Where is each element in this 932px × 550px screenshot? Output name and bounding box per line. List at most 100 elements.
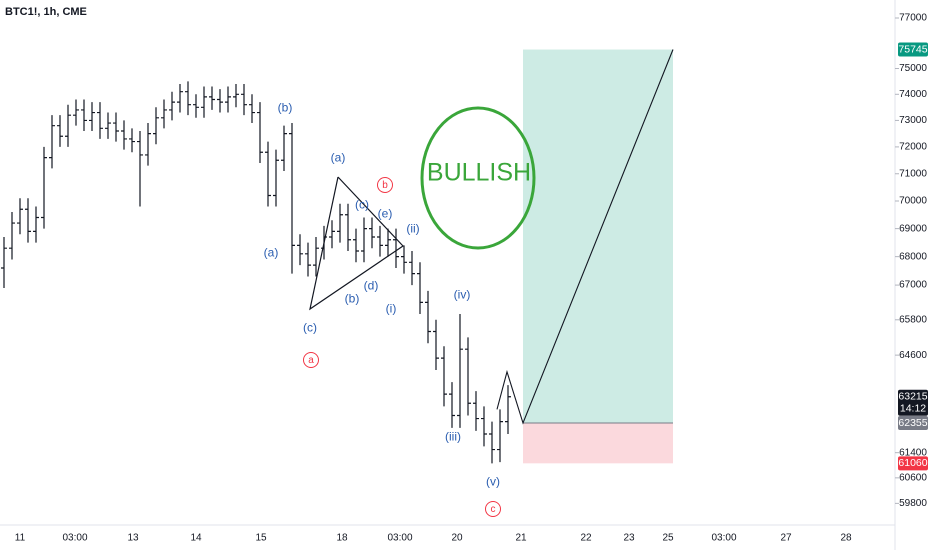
ohlc-bar: [417, 262, 423, 314]
x-tick-label: 03:00: [387, 533, 412, 544]
wave-label: (c): [355, 198, 369, 212]
ohlc-bar: [161, 99, 167, 129]
ohlc-bar: [25, 198, 31, 243]
y-tick-label: 68000: [899, 251, 927, 262]
ohlc-bar: [465, 337, 471, 416]
x-tick-label: 21: [515, 533, 527, 544]
ohlc-bar: [329, 220, 335, 249]
ohlc-bar: [33, 206, 39, 243]
ohlc-bar: [449, 382, 455, 428]
ohlc-bar: [241, 83, 247, 116]
ohlc-bar: [49, 115, 55, 169]
ohlc-bar: [361, 217, 367, 263]
x-tick-label: 25: [662, 533, 674, 544]
wave-circle: [377, 177, 393, 193]
x-tick-label: 15: [255, 533, 267, 544]
ohlc-bar: [505, 385, 511, 434]
ohlc-bar: [209, 86, 215, 110]
price-tag: [898, 42, 928, 57]
ohlc-bar: [233, 83, 239, 108]
ohlc-bar: [297, 234, 303, 266]
y-tick-label: 69000: [899, 223, 927, 234]
ohlc-bar: [305, 242, 311, 277]
wave-label: (a): [331, 151, 346, 165]
ohlc-bar: [153, 107, 159, 145]
price-tag: [898, 389, 928, 416]
ohlc-bar: [313, 236, 319, 277]
x-tick-label: 23: [623, 533, 635, 544]
ohlc-bar: [41, 146, 47, 229]
ohlc-bar: [353, 228, 359, 263]
ohlc-bar: [489, 421, 495, 464]
wave-circle: [485, 501, 501, 517]
wave-label: (b): [278, 101, 293, 115]
ohlc-bar: [249, 94, 255, 124]
ohlc-bar: [201, 86, 207, 118]
price-tag: [898, 416, 928, 431]
ohlc-bar: [17, 198, 23, 235]
ohlc-bar: [121, 120, 127, 150]
stop-zone: [523, 423, 673, 464]
y-tick-label: 77000: [899, 13, 927, 24]
y-tick-label: 71000: [899, 168, 927, 179]
y-tick-label: 59800: [899, 498, 927, 509]
ohlc-bar: [97, 102, 103, 139]
ohlc-bar: [441, 346, 447, 407]
x-tick-label: 13: [127, 533, 139, 544]
ticker: BTC1!, 1h, CME: [5, 6, 87, 18]
price-tag-label: 62355: [898, 417, 927, 429]
x-tick-label: 03:00: [62, 533, 87, 544]
ohlc-bar: [433, 319, 439, 371]
x-tick-label: 11: [15, 533, 26, 544]
x-tick-label: 18: [336, 533, 348, 544]
ohlc-bar: [481, 406, 487, 447]
y-tick-label: 60600: [899, 472, 927, 483]
wave-label: (d): [364, 279, 379, 293]
ohlc-bar: [377, 225, 383, 257]
ohlc-bar: [105, 112, 111, 139]
wave-label: (i): [386, 302, 397, 316]
y-tick-label: 73000: [899, 115, 927, 126]
y-tick-label: 75000: [899, 63, 927, 74]
y-tick-label: 72000: [899, 142, 927, 153]
wave-label: c: [491, 504, 496, 515]
ohlc-bar: [81, 99, 87, 131]
ohlc-bar: [393, 228, 399, 268]
ohlc-bar: [185, 81, 191, 116]
ohlc-bar: [113, 112, 119, 142]
ohlc-bar: [337, 203, 343, 243]
ohlc-bar: [1, 236, 7, 288]
ohlc-bar: [281, 125, 287, 172]
ohlc-bar: [401, 245, 407, 274]
price-tag-label: 61060: [898, 457, 927, 469]
ohlc-bar: [217, 89, 223, 113]
wave-label: b: [382, 180, 388, 191]
y-tick-label: 70000: [899, 196, 927, 207]
ohlc-bar: [497, 409, 503, 463]
ohlc-bar: [345, 203, 351, 252]
x-tick-label: 27: [780, 533, 792, 544]
x-tick-label: 14: [190, 533, 202, 544]
ohlc-bar: [89, 102, 95, 131]
ohlc-bar: [73, 99, 79, 126]
ohlc-bar: [273, 149, 279, 207]
price-tag-label: 63215: [898, 391, 927, 403]
y-tick-label: 65800: [899, 314, 927, 325]
y-tick-label: 64600: [899, 350, 927, 361]
ohlc-bar: [265, 141, 271, 207]
ohlc-bar: [177, 83, 183, 113]
annotation-text: BULLISH: [427, 159, 531, 187]
wave-label: a: [308, 355, 314, 366]
wave-label: (iv): [454, 288, 471, 302]
annotation-circle: [420, 106, 536, 250]
ohlc-bar: [225, 86, 231, 113]
ohlc-bar: [145, 123, 151, 166]
wave-circle: [303, 352, 319, 368]
x-tick-label: 22: [580, 533, 592, 544]
countdown: 14:12: [900, 403, 926, 415]
price-tag-label: 75745: [898, 43, 927, 55]
ohlc-bar: [369, 217, 375, 249]
y-tick-label: 67000: [899, 280, 927, 291]
ohlc-bar: [169, 91, 175, 121]
